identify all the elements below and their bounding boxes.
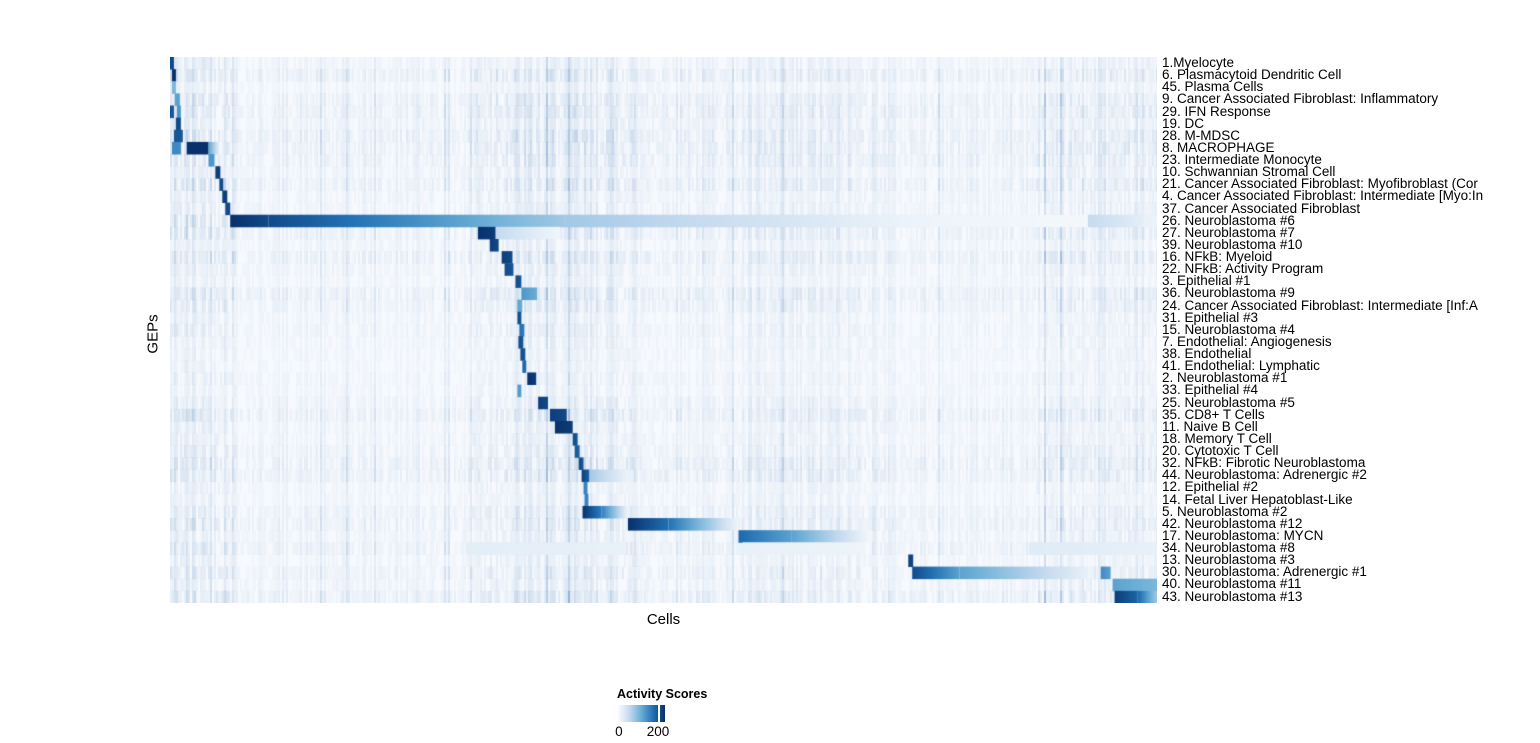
gep-row-label: 11. Naive B Cell xyxy=(1162,418,1258,434)
gep-row-label: 31. Epithelial #3 xyxy=(1162,309,1259,325)
gep-row-label: 7. Endothelial: Angiogenesis xyxy=(1162,333,1332,349)
gep-row-label: 33. Epithelial #4 xyxy=(1162,382,1259,398)
y-axis-label: GEPs xyxy=(144,314,162,354)
gep-row-label: 12. Epithelial #2 xyxy=(1162,479,1259,495)
gep-row-label: 45. Plasma Cells xyxy=(1162,79,1264,95)
gep-row-label: 21. Cancer Associated Fibroblast: Myofib… xyxy=(1162,176,1478,192)
gep-row-label: 44. Neuroblastoma: Adrenergic #2 xyxy=(1162,467,1367,483)
gep-row-label: 19. DC xyxy=(1162,115,1205,131)
gep-row-label: 16. NFkB: Myeloid xyxy=(1162,249,1273,264)
gep-row-label: 10. Schwannian Stromal Cell xyxy=(1162,164,1336,180)
x-axis-label: Cells xyxy=(646,611,681,628)
gep-row-label: 4. Cancer Associated Fibroblast: Interme… xyxy=(1162,188,1484,204)
gep-row-label: 20. Cytotoxic T Cell xyxy=(1162,443,1279,458)
gep-row-label: 14. Fetal Liver Hepatoblast-Like xyxy=(1162,491,1353,507)
gep-row-label: 43. Neuroblastoma #13 xyxy=(1162,588,1303,603)
legend-tick-label-200: 200 xyxy=(646,724,670,739)
gep-row-label: 26. Neuroblastoma #6 xyxy=(1162,212,1295,228)
legend-tick-labels: 0 200 xyxy=(615,724,737,739)
legend-tick-label-0: 0 xyxy=(615,724,623,739)
gep-row-label: 27. Neuroblastoma #7 xyxy=(1162,224,1295,240)
gep-row-label: 40. Neuroblastoma #11 xyxy=(1162,576,1302,592)
activity-scores-legend: Activity Scores 0 200 xyxy=(615,687,737,739)
gep-row-label: 15. Neuroblastoma #4 xyxy=(1162,321,1295,337)
gep-row-label: 9. Cancer Associated Fibroblast: Inflamm… xyxy=(1162,91,1439,107)
legend-colorbar xyxy=(617,705,665,722)
gep-row-label: 24. Cancer Associated Fibroblast: Interm… xyxy=(1162,297,1478,313)
gep-row-label: 32. NFkB: Fibrotic Neuroblastoma xyxy=(1162,455,1366,471)
gep-row-label: 1.Myelocyte xyxy=(1162,57,1235,70)
gep-row-label: 13. Neuroblastoma #3 xyxy=(1162,552,1295,568)
gep-row-label: 18. Memory T Cell xyxy=(1162,430,1272,446)
heatmap-plot-area xyxy=(170,57,1157,603)
gep-row-label: 36. Neuroblastoma #9 xyxy=(1162,285,1295,301)
gep-row-label: 3. Epithelial #1 xyxy=(1162,273,1251,289)
legend-tick-200 xyxy=(657,705,660,722)
legend-title: Activity Scores xyxy=(617,687,708,701)
gep-row-label: 6. Plasmacytoid Dendritic Cell xyxy=(1162,67,1342,83)
gep-row-label: 35. CD8+ T Cells xyxy=(1162,406,1265,422)
gep-row-label: 23. Intermediate Monocyte xyxy=(1162,152,1322,167)
gep-row-label: 28. M-MDSC xyxy=(1162,127,1241,143)
gep-row-label: 22. NFkB: Activity Program xyxy=(1162,261,1324,277)
gep-row-label: 5. Neuroblastoma #2 xyxy=(1162,503,1288,519)
gep-row-label: 34. Neuroblastoma #8 xyxy=(1162,540,1295,555)
gep-row-label: 38. Endothelial xyxy=(1162,346,1252,361)
gep-row-label: 17. Neuroblastoma: MYCN xyxy=(1162,527,1324,543)
gep-row-label: 8. MACROPHAGE xyxy=(1162,139,1275,155)
gep-row-label: 29. IFN Response xyxy=(1162,103,1271,119)
gep-row-label: 2. Neuroblastoma #1 xyxy=(1162,370,1288,386)
gep-row-label: 25. Neuroblastoma #5 xyxy=(1162,394,1295,410)
gep-row-label: 42. Neuroblastoma #12 xyxy=(1162,515,1303,531)
gep-row-label: 30. Neuroblastoma: Adrenergic #1 xyxy=(1162,564,1367,580)
gep-row-labels: 1.Myelocyte 6. Plasmacytoid Dendritic Cel… xyxy=(1162,57,1540,603)
gep-row-label: 41. Endothelial: Lymphatic xyxy=(1162,358,1320,374)
gep-row-label: 37. Cancer Associated Fibroblast xyxy=(1162,200,1361,216)
gep-row-label: 39. Neuroblastoma #10 xyxy=(1162,236,1303,252)
